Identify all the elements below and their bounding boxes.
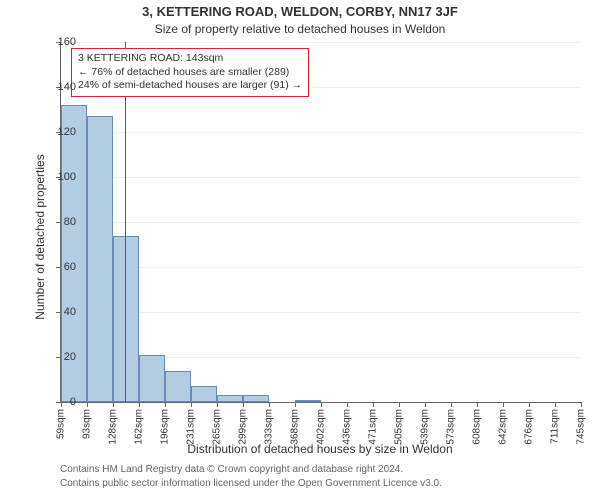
x-tick-mark [243,402,244,407]
x-tick-label: 93sqm [81,409,92,439]
page-subtitle: Size of property relative to detached ho… [0,22,600,36]
x-tick-label: 333sqm [263,409,274,445]
x-tick-label: 745sqm [576,409,587,445]
callout-line: 24% of semi-detached houses are larger (… [78,79,302,93]
y-tick-label: 20 [40,351,76,363]
x-tick-mark [295,402,296,407]
callout-line: 3 KETTERING ROAD: 143sqm [78,52,302,66]
histogram-bar [295,400,321,402]
x-tick-mark [581,402,582,407]
y-tick-label: 140 [40,81,76,93]
x-tick-mark [113,402,114,407]
y-tick-label: 0 [40,396,76,408]
x-tick-label: 505sqm [394,409,405,445]
callout-box: 3 KETTERING ROAD: 143sqm← 76% of detache… [71,48,309,97]
page-title: 3, KETTERING ROAD, WELDON, CORBY, NN17 3… [0,4,600,19]
x-tick-label: 711sqm [550,409,561,444]
x-tick-mark [139,402,140,407]
x-tick-label: 539sqm [419,409,430,445]
gridline [61,267,581,268]
y-tick-label: 100 [40,171,76,183]
gridline [61,222,581,223]
x-tick-label: 436sqm [341,409,352,445]
x-tick-mark [477,402,478,407]
x-tick-mark [165,402,166,407]
x-tick-label: 471sqm [368,409,379,445]
histogram-bar [165,371,191,403]
x-tick-mark [399,402,400,407]
x-tick-label: 642sqm [498,409,509,445]
gridline [61,42,581,43]
footnote-1: Contains HM Land Registry data © Crown c… [60,464,580,475]
callout-line: ← 76% of detached houses are smaller (28… [78,66,302,80]
x-tick-label: 128sqm [108,409,119,445]
x-tick-mark [425,402,426,407]
x-tick-mark [321,402,322,407]
gridline [61,177,581,178]
x-tick-mark [217,402,218,407]
x-tick-mark [503,402,504,407]
x-tick-label: 231sqm [186,409,197,445]
x-tick-mark [191,402,192,407]
gridline [61,312,581,313]
x-tick-mark [347,402,348,407]
x-tick-label: 265sqm [212,409,223,445]
x-tick-mark [269,402,270,407]
x-tick-label: 196sqm [159,409,170,445]
x-tick-label: 368sqm [290,409,301,445]
y-tick-label: 120 [40,126,76,138]
y-tick-label: 60 [40,261,76,273]
chart-container: 3, KETTERING ROAD, WELDON, CORBY, NN17 3… [0,0,600,500]
plot-area: 3 KETTERING ROAD: 143sqm← 76% of detache… [60,42,581,403]
x-tick-label: 573sqm [445,409,456,445]
y-tick-label: 160 [40,36,76,48]
x-tick-mark [529,402,530,407]
histogram-bar [139,355,165,402]
histogram-bar [87,116,113,402]
y-tick-label: 40 [40,306,76,318]
x-tick-label: 402sqm [316,409,327,445]
x-tick-mark [555,402,556,407]
x-tick-mark [451,402,452,407]
x-tick-label: 59sqm [56,409,67,439]
gridline [61,132,581,133]
histogram-bar [113,236,139,403]
footnote-2: Contains public sector information licen… [60,478,580,489]
x-tick-label: 608sqm [472,409,483,445]
histogram-bar [243,395,269,402]
x-tick-label: 676sqm [523,409,534,445]
x-tick-mark [87,402,88,407]
histogram-bar [191,386,217,402]
x-tick-label: 162sqm [134,409,145,445]
x-tick-label: 299sqm [238,409,249,445]
histogram-bar [217,395,243,402]
x-tick-mark [373,402,374,407]
y-tick-label: 80 [40,216,76,228]
